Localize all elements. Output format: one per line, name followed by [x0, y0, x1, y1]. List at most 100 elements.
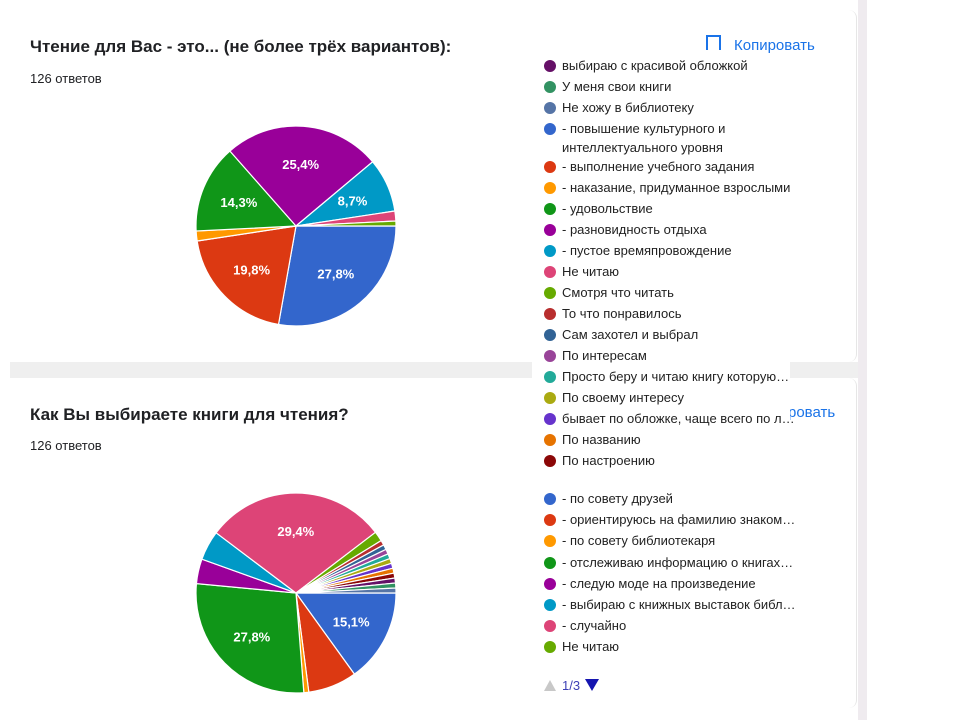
slice-data-label: 29,4% [277, 524, 314, 539]
legend-label: По своему интересу [562, 390, 685, 405]
legend-label: - повышение культурного и интеллектуальн… [562, 121, 726, 155]
legend-color-dot-icon [544, 556, 556, 569]
scrollbar-track [858, 0, 867, 720]
legend-color-dot-icon [544, 350, 556, 362]
pie-slice[interactable] [229, 125, 374, 227]
legend-label: - ориентируюсь на фамилию знаком… [562, 512, 796, 528]
legend-item: - выполнение учебного задания [544, 159, 754, 174]
slice-data-label: 25,4% [282, 157, 319, 172]
legend-label: Не хожу в библиотеку [562, 100, 694, 115]
slice-data-label: 27,8% [233, 629, 270, 644]
legend-label: - разновидность отдыха [562, 222, 707, 237]
legend-label: - отслеживаю информацию о книгах… [562, 554, 794, 570]
legend-label: - наказание, придуманное взрослыми [562, 180, 791, 195]
legend-color-dot-icon [544, 102, 556, 114]
legend-label: - по совету библиотекаря [562, 533, 716, 549]
pie-slice[interactable] [195, 582, 305, 694]
pie-slice[interactable] [277, 225, 397, 327]
legend-list: выбираю с красивой обложкой У меня свои к… [532, 55, 795, 475]
legend-item: - следую моде на произведение [544, 576, 756, 591]
legend-item: По интересам [544, 348, 647, 363]
legend-label: - по совету друзей [562, 491, 673, 506]
legend-item: - по совету друзей [544, 491, 673, 506]
copy-icon [706, 35, 721, 50]
pie-slice[interactable] [294, 592, 397, 675]
legend-item: Не хожу в библиотеку [544, 100, 694, 115]
pie-slice[interactable] [295, 220, 397, 227]
legend-color-dot-icon [544, 577, 556, 590]
pie-slice[interactable] [195, 150, 298, 232]
question-title: Чтение для Вас - это... (не более трёх в… [30, 37, 452, 56]
legend-color-dot-icon [544, 287, 556, 299]
legend-color-dot-icon [544, 413, 556, 425]
legend-color-dot-icon [544, 161, 556, 173]
legend-item: выбираю с красивой обложкой [544, 58, 748, 73]
slice-data-label: 15,1% [333, 614, 370, 629]
copy-label: Копировать [734, 37, 815, 54]
legend-label: Не читаю [562, 639, 620, 655]
legend-label: По настроению [562, 453, 655, 468]
previous-page-icon[interactable] [544, 680, 556, 691]
legend-color-dot-icon [544, 371, 556, 383]
legend-color-dot-icon [544, 455, 556, 467]
legend-color-dot-icon [544, 245, 556, 257]
legend-item: - наказание, придуманное взрослыми [544, 180, 790, 195]
question-title: Как Вы выбираете книги для чтения? [30, 405, 349, 424]
legend-label: выбираю с красивой обложкой [562, 58, 748, 73]
legend-label: Смотря что читать [562, 285, 674, 300]
legend-item: - повышение культурного и интеллектуальн… [544, 121, 772, 157]
slice-data-label: 27,8% [317, 267, 354, 282]
legend-color-dot-icon [544, 60, 556, 72]
legend-label: - выполнение учебного задания [562, 159, 755, 174]
legend-label: Просто беру и читаю книгу которую… [562, 369, 790, 384]
legend-pager: 1/3 [544, 678, 600, 693]
legend-color-dot-icon [544, 641, 556, 654]
next-page-icon[interactable] [585, 679, 600, 691]
legend-item: У меня свои книги [544, 79, 671, 94]
legend-item: По настроению [544, 453, 655, 468]
slice-data-label: 19,8% [233, 262, 270, 277]
legend-item: - пустое времяпровождение [544, 243, 732, 258]
legend-color-dot-icon [544, 266, 556, 278]
legend-color-dot-icon [544, 329, 556, 341]
pie-slice[interactable] [196, 225, 297, 326]
legend-color-dot-icon [544, 224, 556, 236]
legend-color-dot-icon [544, 514, 556, 527]
legend-label: - удовольствие [562, 201, 653, 216]
legend-item: - по совету библиотекаря [544, 533, 715, 548]
legend-color-dot-icon [544, 308, 556, 320]
legend-color-dot-icon [544, 81, 556, 93]
legend-color-dot-icon [544, 182, 556, 194]
legend-item: - ориентируюсь на фамилию знаком… [544, 512, 795, 527]
legend-item: - случайно [544, 618, 626, 633]
legend-color-dot-icon [544, 620, 556, 633]
legend-color-dot-icon [544, 123, 556, 135]
legend-label: По интересам [562, 348, 647, 363]
legend-color-dot-icon [544, 392, 556, 404]
response-count: 126 ответов [30, 438, 102, 453]
legend-label: - следую моде на произведение [562, 575, 756, 591]
legend-color-dot-icon [544, 599, 556, 611]
legend-item: - разновидность отдыха [544, 222, 707, 237]
legend-label: бывает по обложке, чаще всего по л… [562, 411, 795, 426]
legend-item: Просто беру и читаю книгу которую… [544, 369, 789, 384]
legend-item: бывает по обложке, чаще всего по л… [544, 411, 795, 426]
legend-label: У меня свои книги [562, 79, 672, 94]
page-indicator: 1/3 [562, 678, 581, 693]
slice-data-label: 8,7% [338, 193, 368, 208]
legend-item: По своему интересу [544, 390, 684, 405]
legend-color-dot-icon [544, 493, 556, 505]
copy-label: ровать [788, 404, 836, 421]
legend-item: Не читаю [544, 639, 619, 654]
pie-slice[interactable] [295, 587, 397, 594]
legend-item: Смотря что читать [544, 285, 674, 300]
legend-item: То что понравилось [544, 306, 682, 321]
legend-label: - пустое времяпровождение [562, 243, 732, 258]
legend-label: - выбираю с книжных выставок библ… [562, 597, 796, 612]
legend-item: По названию [544, 432, 641, 447]
legend-item: - отслеживаю информацию о книгах… [544, 555, 793, 570]
legend-label: То что понравилось [562, 306, 682, 321]
pie-slice[interactable] [215, 492, 377, 594]
legend-label: - случайно [562, 618, 627, 634]
